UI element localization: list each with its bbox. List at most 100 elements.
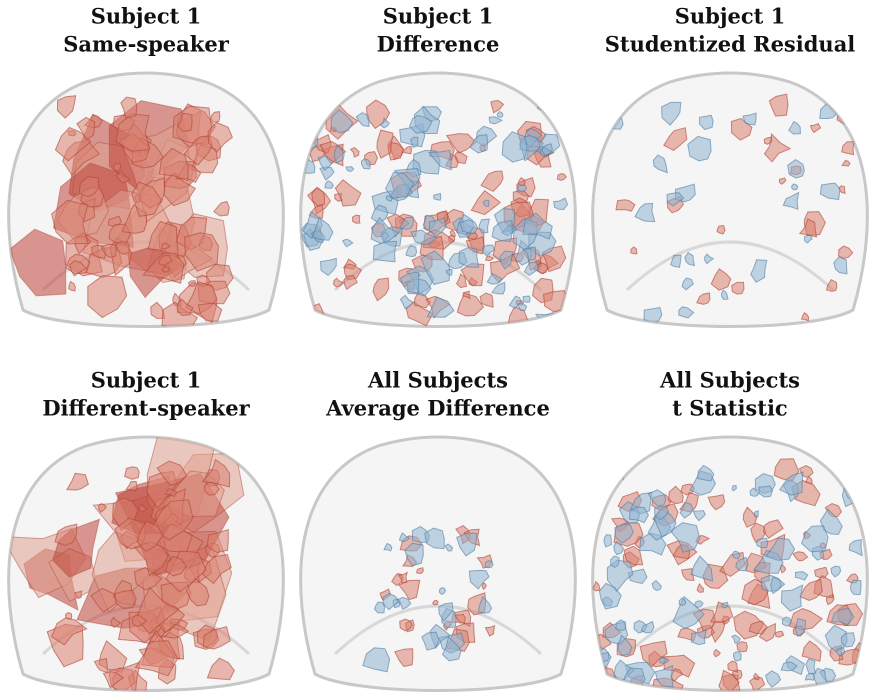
activation-blob	[850, 579, 862, 596]
activation-blob	[731, 669, 743, 680]
activation-blob	[517, 184, 528, 193]
activation-blob	[311, 216, 334, 241]
activation-blob	[426, 296, 455, 318]
activation-blob	[460, 262, 485, 287]
panel-title: Subject 1	[383, 4, 494, 29]
activation-blob	[409, 136, 419, 149]
brain-inner	[625, 604, 835, 656]
activation-blob	[555, 119, 563, 127]
activation-blob	[164, 488, 178, 498]
activation-blob	[819, 182, 841, 201]
activation-blob	[362, 647, 391, 673]
activation-blob	[74, 590, 83, 600]
activation-blob	[438, 602, 454, 622]
activation-blob	[405, 244, 418, 258]
activation-blob	[669, 522, 701, 553]
activation-blob	[805, 658, 817, 675]
activation-blob	[334, 179, 362, 207]
activation-blob	[408, 114, 433, 134]
activation-blob	[488, 116, 503, 125]
activation-blob	[491, 219, 513, 243]
panel-title: Difference	[377, 32, 500, 57]
activation-blob	[444, 543, 454, 552]
activation-blob	[713, 648, 722, 658]
panel-title: All Subjects	[367, 368, 508, 393]
activation-blob	[753, 672, 760, 681]
activation-blob	[469, 134, 489, 154]
activation-blob	[560, 313, 572, 325]
panel-title: Same-speaker	[63, 32, 229, 57]
activation-blob	[478, 218, 490, 234]
activation-blob	[630, 246, 638, 255]
activation-blob	[396, 596, 412, 610]
activation-blob	[841, 159, 851, 167]
activation-blob	[399, 294, 415, 310]
activation-blob	[131, 181, 163, 217]
activation-blob	[499, 250, 514, 270]
activation-blob	[370, 216, 400, 245]
activation-blob	[449, 229, 456, 237]
panel-title: Subject 1	[91, 368, 202, 393]
activation-blob	[736, 641, 748, 653]
activation-blob	[333, 144, 345, 164]
activation-blob	[830, 565, 842, 578]
activation-blob	[431, 600, 439, 606]
activation-blob	[379, 117, 390, 129]
activation-blob	[98, 503, 107, 514]
activation-blob	[652, 154, 668, 174]
activation-blob	[54, 523, 78, 547]
activation-blob	[210, 111, 221, 123]
activation-blob	[668, 485, 684, 505]
activation-blobs	[8, 437, 245, 691]
activation-blob	[398, 579, 421, 601]
activation-blob	[670, 254, 682, 268]
activation-blob	[90, 587, 118, 613]
activation-blob	[606, 559, 634, 593]
activation-blob	[639, 640, 668, 668]
activation-blob	[654, 505, 670, 521]
activation-blob	[522, 295, 531, 303]
activation-blob	[684, 251, 696, 267]
activation-blob	[455, 273, 468, 289]
activation-blob	[51, 199, 89, 245]
panel-title: Studentized Residual	[605, 32, 856, 57]
activation-blob	[69, 260, 87, 277]
panel: Subject 1 Same-speaker	[7, 4, 285, 328]
activation-blobs	[9, 95, 234, 327]
activation-blob	[710, 268, 732, 291]
activation-blob	[765, 537, 796, 561]
activation-blob	[136, 586, 180, 635]
activation-blob	[613, 540, 624, 556]
activation-blob	[78, 176, 100, 198]
activation-blob	[184, 232, 219, 272]
activation-blob	[830, 607, 855, 626]
activation-blob	[628, 506, 649, 524]
activation-blob	[394, 648, 414, 667]
activation-blob	[615, 619, 627, 632]
activation-blob	[716, 224, 726, 235]
activation-blob	[780, 584, 804, 612]
activation-blob	[397, 571, 408, 584]
activation-blob	[114, 589, 137, 609]
activation-blob	[721, 601, 729, 609]
activation-blob	[523, 261, 540, 277]
activation-blob	[383, 542, 393, 552]
activation-blob	[93, 658, 109, 674]
activation-blob	[768, 93, 789, 117]
activation-blob	[634, 202, 656, 223]
activation-blob	[765, 670, 782, 688]
activation-blob	[781, 616, 792, 627]
activation-blob	[207, 121, 234, 153]
activation-blob	[731, 485, 737, 492]
activation-blob	[556, 173, 568, 181]
activation-blob	[486, 272, 503, 285]
activation-blob	[176, 298, 194, 316]
activation-blob	[679, 501, 694, 519]
activation-blob	[696, 464, 715, 482]
activation-blob	[115, 113, 151, 152]
activation-blob	[480, 170, 504, 193]
activation-blob	[707, 494, 726, 511]
activation-blob	[840, 632, 856, 648]
panel-title: Subject 1	[91, 4, 202, 29]
activation-blob	[384, 171, 415, 199]
